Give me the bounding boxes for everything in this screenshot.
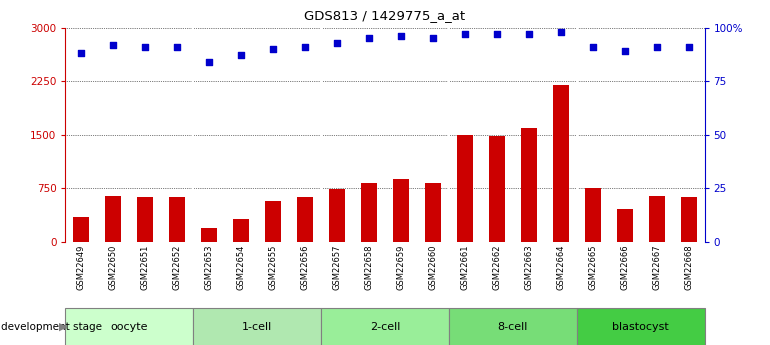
Bar bbox=[425, 183, 441, 242]
Text: GSM22658: GSM22658 bbox=[364, 245, 373, 290]
Text: GSM22656: GSM22656 bbox=[300, 245, 310, 290]
Text: GSM22650: GSM22650 bbox=[109, 245, 118, 290]
Bar bbox=[521, 128, 537, 242]
Point bbox=[587, 44, 599, 50]
Point bbox=[459, 31, 471, 37]
Text: ▶: ▶ bbox=[59, 322, 67, 332]
Text: GSM22666: GSM22666 bbox=[620, 245, 629, 290]
Point bbox=[618, 48, 631, 54]
Bar bbox=[553, 85, 569, 242]
Text: GSM22659: GSM22659 bbox=[397, 245, 406, 290]
Point bbox=[427, 36, 439, 41]
Bar bbox=[393, 179, 409, 242]
Point bbox=[171, 44, 183, 50]
Bar bbox=[297, 197, 313, 241]
Point bbox=[490, 31, 503, 37]
Text: GSM22667: GSM22667 bbox=[652, 245, 661, 290]
FancyBboxPatch shape bbox=[321, 308, 449, 345]
FancyBboxPatch shape bbox=[193, 308, 321, 345]
Text: GSM22662: GSM22662 bbox=[492, 245, 501, 290]
Point bbox=[139, 44, 152, 50]
Text: GSM22654: GSM22654 bbox=[236, 245, 246, 290]
Bar bbox=[457, 135, 473, 242]
Text: GSM22665: GSM22665 bbox=[588, 245, 598, 290]
Text: GSM22660: GSM22660 bbox=[428, 245, 437, 290]
Point bbox=[203, 59, 216, 65]
Point bbox=[107, 42, 119, 48]
Point bbox=[554, 29, 567, 34]
Point bbox=[267, 46, 280, 52]
Bar bbox=[681, 197, 697, 241]
Text: 1-cell: 1-cell bbox=[242, 322, 273, 332]
FancyBboxPatch shape bbox=[65, 308, 193, 345]
Bar bbox=[361, 183, 377, 242]
FancyBboxPatch shape bbox=[449, 308, 577, 345]
Text: GSM22651: GSM22651 bbox=[141, 245, 150, 290]
FancyBboxPatch shape bbox=[577, 308, 705, 345]
Bar bbox=[329, 189, 345, 241]
Text: 2-cell: 2-cell bbox=[370, 322, 400, 332]
Bar bbox=[617, 209, 633, 242]
Text: GSM22652: GSM22652 bbox=[172, 245, 182, 290]
Bar bbox=[584, 188, 601, 241]
Point bbox=[523, 31, 535, 37]
Text: blastocyst: blastocyst bbox=[612, 322, 669, 332]
Text: GDS813 / 1429775_a_at: GDS813 / 1429775_a_at bbox=[304, 9, 466, 22]
Bar bbox=[265, 201, 281, 242]
Bar bbox=[73, 217, 89, 241]
Point bbox=[651, 44, 663, 50]
Point bbox=[235, 53, 247, 58]
Text: development stage: development stage bbox=[1, 322, 102, 332]
Bar bbox=[105, 196, 122, 241]
Point bbox=[75, 50, 88, 56]
Text: GSM22663: GSM22663 bbox=[524, 245, 534, 290]
Point bbox=[395, 33, 407, 39]
Bar bbox=[137, 197, 153, 241]
Point bbox=[331, 40, 343, 45]
Text: GSM22664: GSM22664 bbox=[556, 245, 565, 290]
Point bbox=[682, 44, 695, 50]
Bar bbox=[233, 219, 249, 242]
Point bbox=[363, 36, 375, 41]
Text: GSM22668: GSM22668 bbox=[684, 245, 693, 290]
Text: GSM22649: GSM22649 bbox=[77, 245, 86, 290]
Text: oocyte: oocyte bbox=[111, 322, 148, 332]
Point bbox=[299, 44, 311, 50]
Text: GSM22653: GSM22653 bbox=[205, 245, 214, 290]
Text: GSM22657: GSM22657 bbox=[333, 245, 342, 290]
Text: 8-cell: 8-cell bbox=[497, 322, 528, 332]
Bar bbox=[169, 197, 186, 241]
Text: GSM22661: GSM22661 bbox=[460, 245, 470, 290]
Bar bbox=[201, 228, 217, 242]
Bar bbox=[648, 196, 665, 241]
Bar bbox=[489, 136, 505, 242]
Text: GSM22655: GSM22655 bbox=[269, 245, 278, 290]
